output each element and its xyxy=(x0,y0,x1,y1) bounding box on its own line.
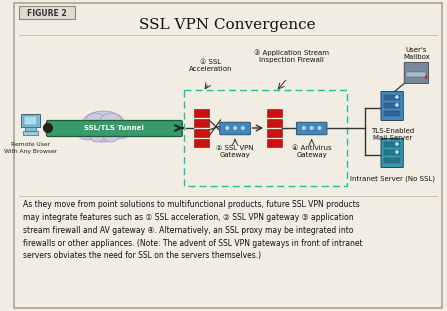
FancyBboxPatch shape xyxy=(46,120,182,137)
Ellipse shape xyxy=(81,111,126,141)
Ellipse shape xyxy=(86,113,105,129)
Text: ② SSL VPN
Gateway: ② SSL VPN Gateway xyxy=(216,145,254,159)
FancyBboxPatch shape xyxy=(22,131,38,135)
Text: Internet: Internet xyxy=(88,122,118,131)
Ellipse shape xyxy=(100,113,122,129)
FancyBboxPatch shape xyxy=(194,109,209,117)
Circle shape xyxy=(310,127,313,129)
FancyBboxPatch shape xyxy=(381,91,403,120)
Text: ① SSL
Acceleration: ① SSL Acceleration xyxy=(189,58,232,72)
Circle shape xyxy=(44,123,52,132)
Text: User's
Mailbox: User's Mailbox xyxy=(403,47,430,60)
Text: ④ Antivirus
Gateway: ④ Antivirus Gateway xyxy=(292,145,332,159)
Circle shape xyxy=(226,127,228,129)
Text: SSL/TLS Tunnel: SSL/TLS Tunnel xyxy=(84,125,144,131)
Text: ③ Application Stream
Inspection Firewall: ③ Application Stream Inspection Firewall xyxy=(254,49,329,63)
Text: SSL VPN Convergence: SSL VPN Convergence xyxy=(139,18,316,32)
FancyBboxPatch shape xyxy=(220,122,250,135)
FancyBboxPatch shape xyxy=(406,72,426,77)
Ellipse shape xyxy=(90,130,105,142)
Ellipse shape xyxy=(106,121,131,139)
FancyBboxPatch shape xyxy=(296,122,327,135)
FancyBboxPatch shape xyxy=(384,111,400,116)
Text: Remote User
With Any Browser: Remote User With Any Browser xyxy=(4,142,57,154)
FancyBboxPatch shape xyxy=(21,114,39,127)
Circle shape xyxy=(396,104,398,106)
FancyBboxPatch shape xyxy=(384,158,400,163)
Ellipse shape xyxy=(76,120,99,140)
Circle shape xyxy=(303,127,305,129)
FancyBboxPatch shape xyxy=(194,129,209,137)
FancyBboxPatch shape xyxy=(267,109,282,117)
FancyBboxPatch shape xyxy=(19,6,75,19)
FancyBboxPatch shape xyxy=(267,139,282,147)
FancyBboxPatch shape xyxy=(194,139,209,147)
Circle shape xyxy=(396,96,398,98)
Text: As they move from point solutions to multifunctional products, future SSL VPN pr: As they move from point solutions to mul… xyxy=(23,200,363,260)
Circle shape xyxy=(234,127,236,129)
Circle shape xyxy=(396,143,398,145)
Circle shape xyxy=(318,127,320,129)
FancyBboxPatch shape xyxy=(404,63,429,83)
FancyBboxPatch shape xyxy=(381,138,403,168)
FancyBboxPatch shape xyxy=(14,3,442,308)
FancyBboxPatch shape xyxy=(24,116,38,125)
Circle shape xyxy=(396,151,398,153)
FancyBboxPatch shape xyxy=(384,95,400,100)
FancyBboxPatch shape xyxy=(194,119,209,127)
FancyBboxPatch shape xyxy=(384,142,400,147)
FancyBboxPatch shape xyxy=(267,129,282,137)
FancyBboxPatch shape xyxy=(267,119,282,127)
Text: Intranet Server (No SSL): Intranet Server (No SSL) xyxy=(350,175,434,182)
FancyBboxPatch shape xyxy=(384,150,400,155)
Text: FIGURE 2: FIGURE 2 xyxy=(27,8,67,17)
FancyBboxPatch shape xyxy=(384,103,400,108)
Ellipse shape xyxy=(103,130,119,142)
Text: TLS-Enabled
Mail Server: TLS-Enabled Mail Server xyxy=(371,128,414,142)
FancyBboxPatch shape xyxy=(25,127,36,131)
Ellipse shape xyxy=(90,126,117,142)
Circle shape xyxy=(241,127,244,129)
